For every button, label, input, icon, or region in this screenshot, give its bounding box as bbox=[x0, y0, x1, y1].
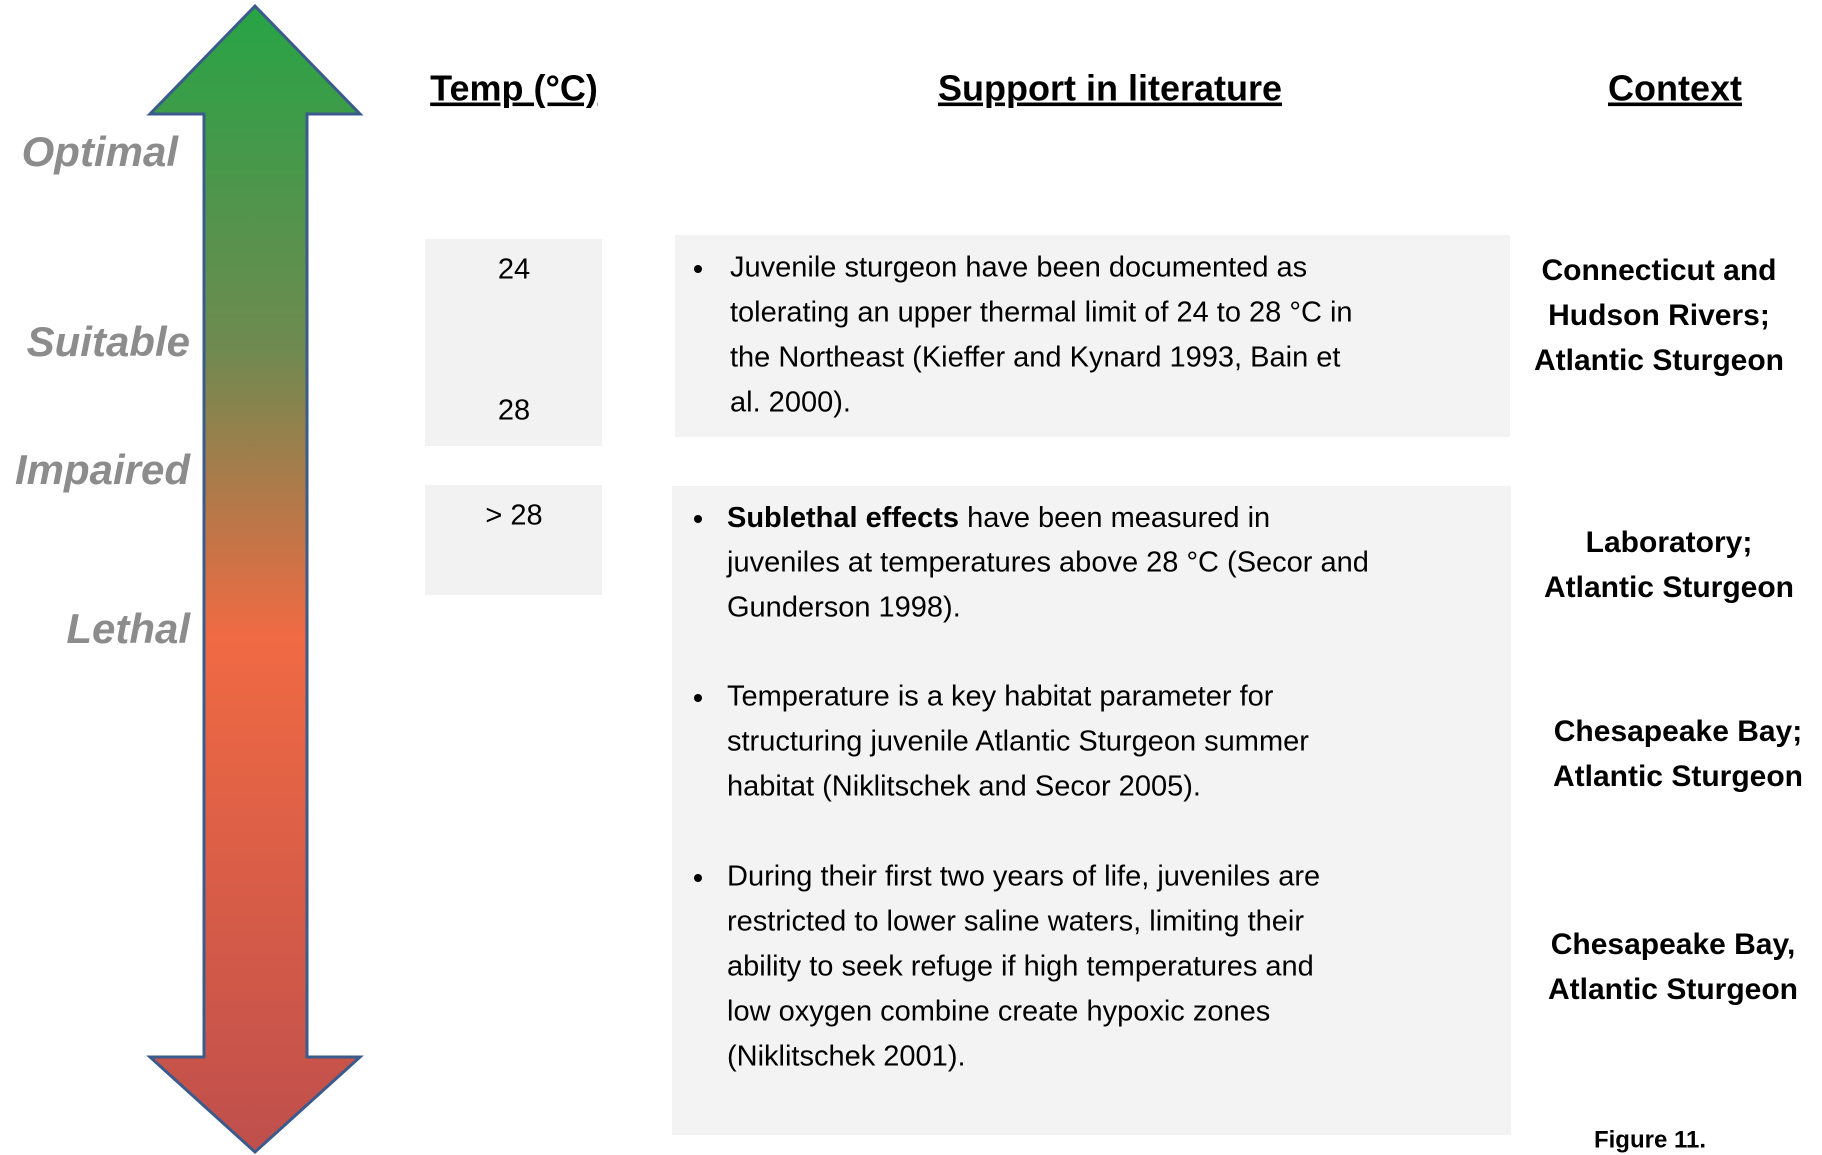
literature-box bbox=[672, 486, 1511, 1135]
scale-arrow bbox=[146, 3, 364, 1155]
bullet-line: tolerating an upper thermal limit of 24 … bbox=[730, 297, 1353, 329]
context-line: Atlantic Sturgeon bbox=[1544, 571, 1794, 604]
bullet bbox=[694, 874, 702, 882]
context-line: Hudson Rivers; bbox=[1548, 299, 1770, 332]
context-line: Connecticut and bbox=[1541, 254, 1776, 287]
temp-value: 24 bbox=[498, 254, 530, 286]
bullet-line: Temperature is a key habitat parameter f… bbox=[727, 681, 1274, 713]
temp-box bbox=[425, 239, 602, 446]
bullet-line: (Niklitschek 2001). bbox=[727, 1041, 966, 1073]
text: have been measured in bbox=[967, 502, 1270, 534]
bullet-line: ability to seek refuge if high temperatu… bbox=[727, 951, 1314, 983]
context-line: Chesapeake Bay, bbox=[1551, 928, 1796, 961]
bullet-line: habitat (Niklitschek and Secor 2005). bbox=[727, 771, 1201, 803]
level-label: Impaired bbox=[15, 446, 191, 493]
bullet-line: juveniles at temperatures above 28 °C (S… bbox=[726, 547, 1369, 579]
bullet-line: Gunderson 1998). bbox=[727, 592, 961, 624]
context-line: Atlantic Sturgeon bbox=[1548, 973, 1798, 1006]
level-label: Lethal bbox=[66, 605, 191, 652]
bullet bbox=[694, 265, 702, 273]
context-line: Chesapeake Bay; bbox=[1554, 715, 1802, 748]
bullet bbox=[694, 515, 702, 523]
bullet-line: the Northeast (Kieffer and Kynard 1993, … bbox=[730, 342, 1340, 374]
context-line: Atlantic Sturgeon bbox=[1553, 760, 1803, 793]
bold-lead: Sublethal effects bbox=[727, 502, 959, 534]
bullet-line: restricted to lower saline waters, limit… bbox=[727, 906, 1304, 938]
temp-box bbox=[425, 485, 602, 595]
level-label: Optimal bbox=[22, 128, 180, 175]
context-line: Laboratory; bbox=[1586, 526, 1753, 559]
bullet-line: Sublethal effects have been measured in bbox=[727, 502, 1270, 534]
context-line: Atlantic Sturgeon bbox=[1534, 344, 1784, 377]
bullet-line: During their first two years of life, ju… bbox=[727, 861, 1320, 893]
temp-value: > 28 bbox=[485, 500, 542, 532]
bullet-line: Juvenile sturgeon have been documented a… bbox=[730, 252, 1307, 284]
figure-label: Figure 11. bbox=[1594, 1126, 1706, 1153]
literature-box bbox=[675, 235, 1510, 437]
bullet bbox=[694, 694, 702, 702]
level-label: Suitable bbox=[27, 318, 190, 365]
header: Context bbox=[1608, 68, 1742, 109]
header: Temp (°C) bbox=[430, 68, 598, 109]
temp-value: 28 bbox=[498, 395, 530, 427]
bullet-line: structuring juvenile Atlantic Sturgeon s… bbox=[727, 726, 1309, 758]
header: Support in literature bbox=[938, 68, 1282, 109]
bullet-line: low oxygen combine create hypoxic zones bbox=[727, 996, 1270, 1028]
bullet-line: al. 2000). bbox=[730, 387, 851, 419]
